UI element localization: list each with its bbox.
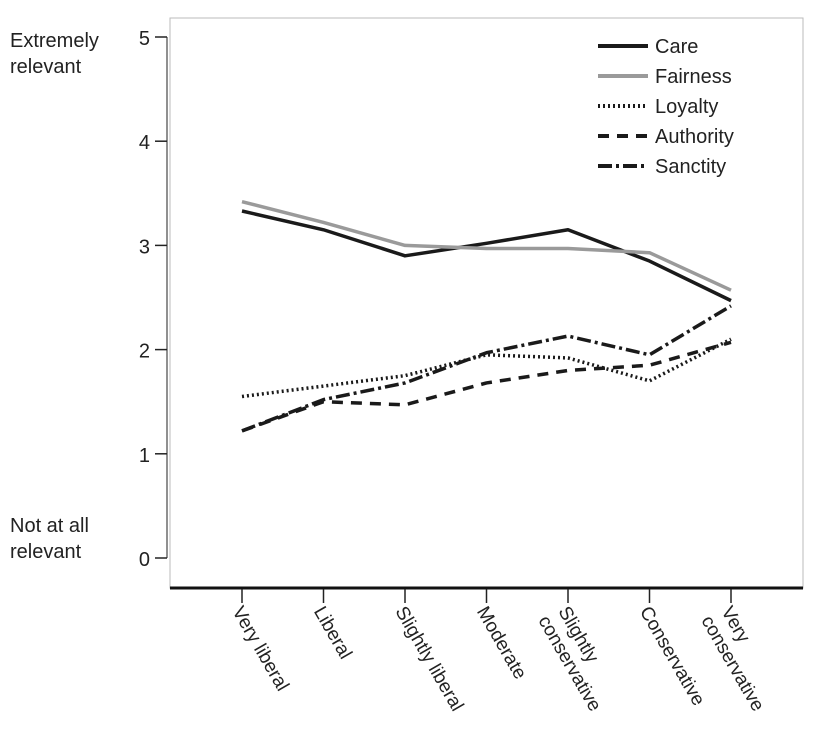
series-line-sanctity xyxy=(241,304,732,433)
y-extreme-label-bottom: relevant xyxy=(10,541,82,563)
x-tick-label: Conservative xyxy=(635,603,709,710)
series-line-care xyxy=(241,209,732,303)
x-tick-label: Liberal xyxy=(309,603,356,663)
series-line-authority xyxy=(241,340,732,433)
x-tick-label: Slightlyconservative xyxy=(533,601,624,715)
y-extreme-label-top: relevant xyxy=(10,56,82,78)
y-extreme-label-bottom: Not at all xyxy=(10,515,89,537)
y-tick-label: 4 xyxy=(139,132,150,154)
legend-label: Sanctity xyxy=(655,156,726,178)
y-tick-label: 1 xyxy=(139,445,150,467)
x-tick-label: Veryconservative xyxy=(696,601,787,715)
legend-label: Care xyxy=(655,36,698,58)
y-tick-label: 2 xyxy=(139,341,150,363)
x-tick-label: Slightly liberal xyxy=(391,603,468,715)
plot-frame xyxy=(169,17,804,589)
series-line-fairness xyxy=(241,199,732,292)
legend-label: Loyalty xyxy=(655,96,718,118)
y-tick-label: 5 xyxy=(139,28,150,50)
legend: Care Fairness Loyalty Authority Sanctity xyxy=(598,36,734,178)
x-tick-label: Very liberal xyxy=(228,603,293,695)
x-tick-label: Moderate xyxy=(472,603,530,683)
y-extreme-label-top: Extremely xyxy=(10,30,99,52)
y-tick-label: 3 xyxy=(139,236,150,258)
legend-label: Fairness xyxy=(655,66,732,88)
legend-label: Authority xyxy=(655,126,734,148)
y-tick-label: 0 xyxy=(139,549,150,571)
